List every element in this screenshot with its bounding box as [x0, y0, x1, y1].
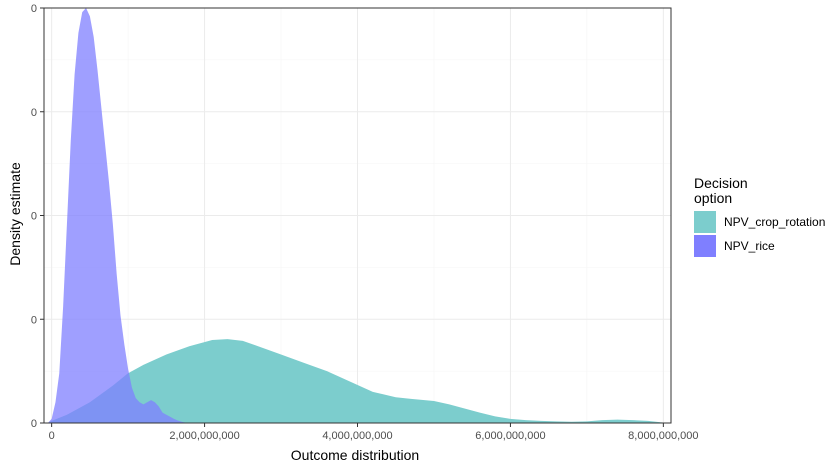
y-tick-label: 0	[31, 3, 37, 15]
y-tick-label: 0	[31, 211, 37, 223]
x-tick-label: 4,000,000,000	[322, 430, 392, 442]
legend-label-rice: NPV_rice	[724, 239, 775, 253]
density-areas	[47, 8, 668, 423]
legend-title-line-2: option	[694, 190, 732, 206]
legend-title-line-1: Decision	[694, 175, 748, 191]
x-axis-title: Outcome distribution	[291, 447, 419, 463]
y-tick-label: 0	[31, 314, 37, 326]
legend: Decision option NPV_crop_rotation NPV_ri…	[694, 175, 825, 257]
y-tick-label: 0	[31, 107, 37, 119]
density-area-NPV_crop_rotation	[47, 339, 668, 423]
x-tick-label: 8,000,000,000	[628, 430, 698, 442]
y-tick-label: 0	[31, 418, 37, 430]
legend-key-rice	[694, 235, 716, 257]
legend-key-crop-rotation	[694, 211, 716, 233]
y-axis-ticks: 0 0 0 0 0	[31, 3, 44, 430]
density-area-NPV_rice	[47, 8, 190, 423]
x-tick-label: 6,000,000,000	[475, 430, 545, 442]
x-tick-label: 2,000,000,000	[169, 430, 239, 442]
grid-lines	[44, 7, 671, 424]
legend-label-crop-rotation: NPV_crop_rotation	[724, 215, 825, 229]
x-tick-label: 0	[49, 430, 55, 442]
y-axis-title: Density estimate	[7, 162, 23, 266]
x-axis-ticks: 0 2,000,000,000 4,000,000,000 6,000,000,000…	[49, 423, 699, 442]
